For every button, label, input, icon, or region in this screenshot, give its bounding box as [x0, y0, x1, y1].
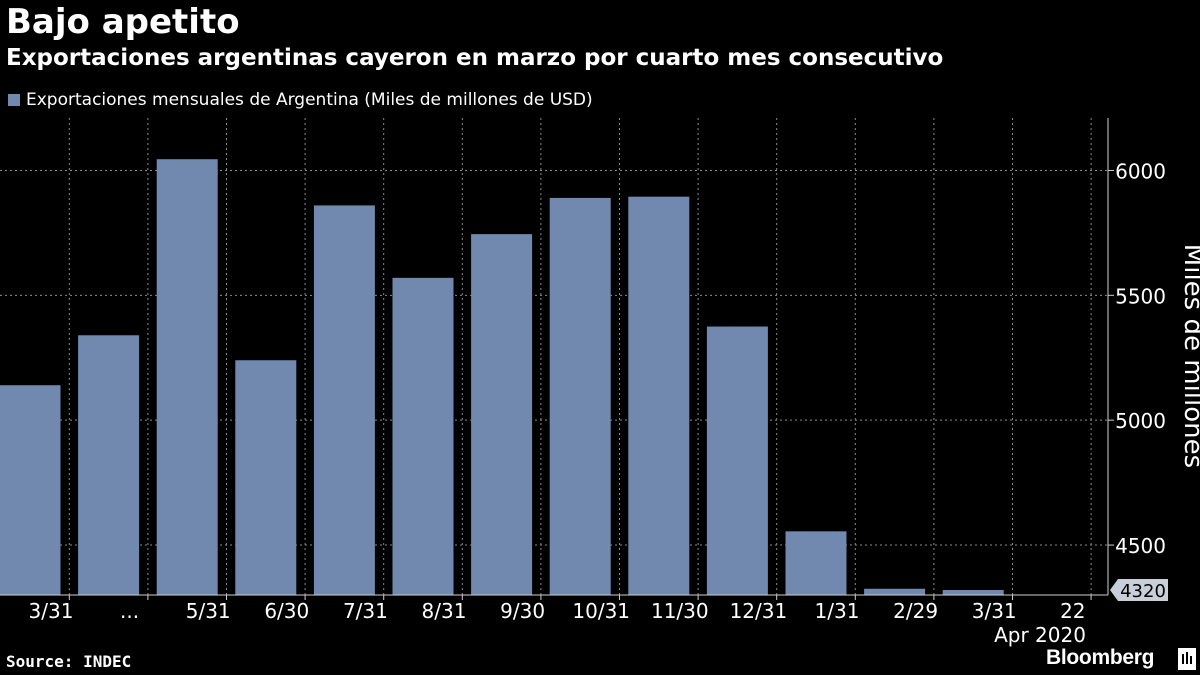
- bar-7: [471, 234, 533, 595]
- x-tick-label: 3/31: [29, 599, 74, 623]
- y-tick-label: 5500: [1115, 284, 1166, 308]
- last-value-callout: [1110, 579, 1168, 602]
- bar-8: [549, 197, 611, 595]
- last-value-label: 4320: [1120, 581, 1166, 602]
- y-axis-title: Miles de millones: [1178, 244, 1200, 468]
- x-tick-label: 7/31: [343, 599, 388, 623]
- x-tick-label: 2/29: [893, 599, 938, 623]
- bar-11: [785, 531, 847, 595]
- x-tick-label: 11/30: [651, 599, 709, 623]
- x-tick-label: 5/31: [186, 599, 231, 623]
- x-axis-year-label: Apr 2020: [994, 623, 1086, 647]
- x-tick-label: 9/30: [500, 599, 545, 623]
- bloomberg-logo: Bloomberg: [1046, 646, 1155, 669]
- bar-13: [942, 590, 1004, 595]
- bar-12: [864, 588, 926, 595]
- y-tick-label: 5000: [1115, 409, 1166, 433]
- bar-4: [235, 360, 297, 595]
- x-tick-label: ...: [120, 599, 139, 623]
- y-tick-label: 6000: [1115, 159, 1166, 183]
- bar-10: [706, 326, 768, 595]
- bar-5: [313, 205, 375, 595]
- chart-title: Bajo apetito: [6, 2, 240, 42]
- bloomberg-terminal-icon: [1178, 648, 1196, 670]
- bar-3: [156, 159, 218, 596]
- x-tick-label: 10/31: [572, 599, 630, 623]
- x-tick-label: 22: [1060, 599, 1085, 623]
- legend-label: Exportaciones mensuales de Argentina (Mi…: [26, 90, 593, 110]
- x-tick-label: 8/31: [422, 599, 467, 623]
- legend-swatch: [8, 94, 20, 106]
- bar-2: [78, 335, 140, 595]
- bar-6: [392, 277, 454, 595]
- bar-1: [0, 385, 61, 595]
- x-tick-label: 3/31: [972, 599, 1017, 623]
- x-tick-label: 6/30: [264, 599, 309, 623]
- y-tick-label: 4500: [1115, 534, 1166, 558]
- chart-subtitle: Exportaciones argentinas cayeron en marz…: [6, 45, 944, 71]
- x-tick-label: 1/31: [815, 599, 860, 623]
- source-note: Source: INDEC: [6, 652, 132, 671]
- x-tick-label: 12/31: [730, 599, 788, 623]
- legend: Exportaciones mensuales de Argentina (Mi…: [8, 90, 593, 110]
- bar-9: [628, 196, 690, 595]
